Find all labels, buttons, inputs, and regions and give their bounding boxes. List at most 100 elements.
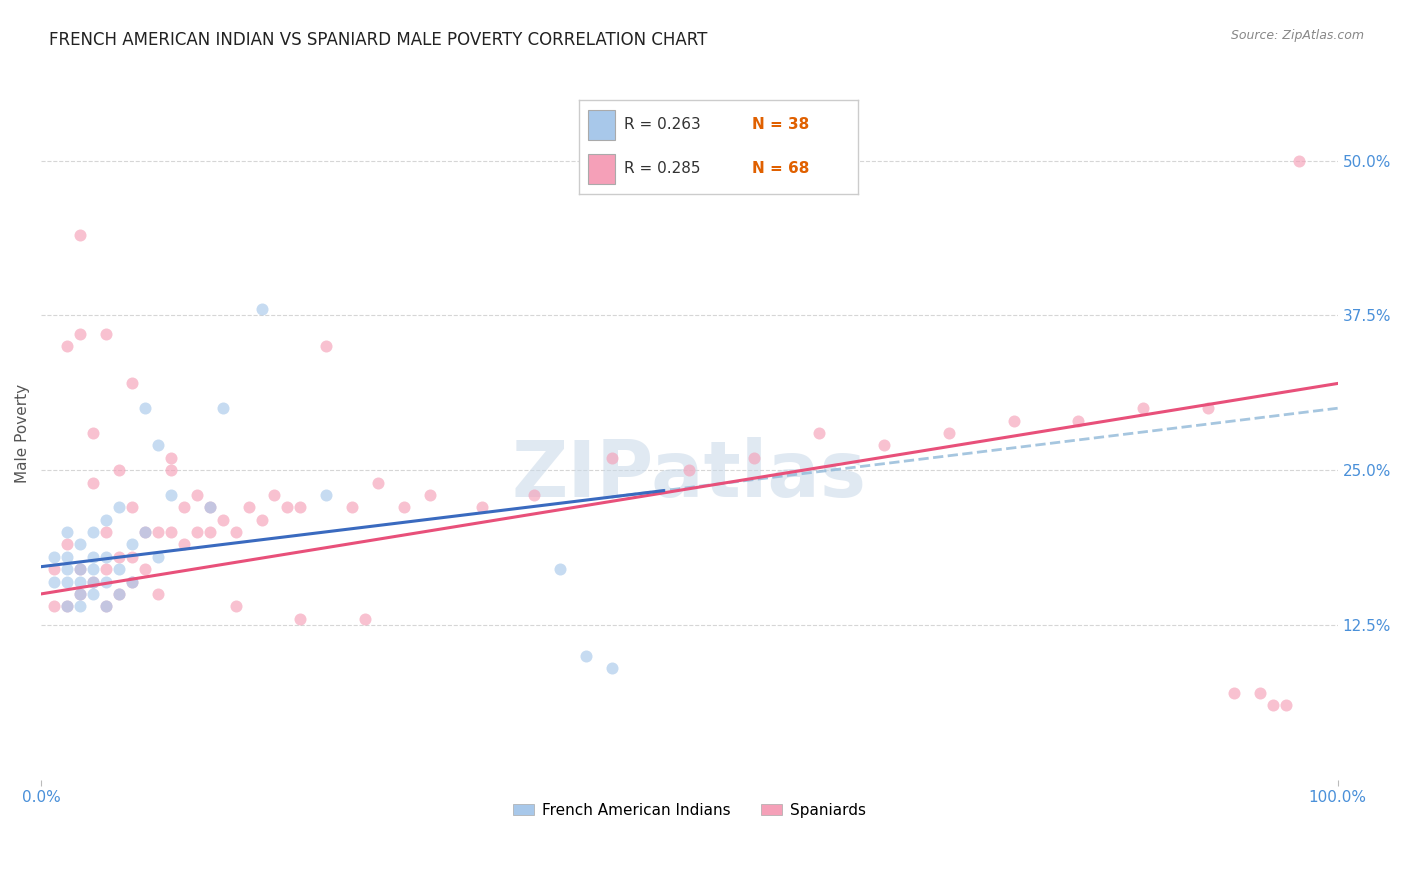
Point bbox=[159, 524, 181, 539]
Point bbox=[146, 438, 169, 452]
Point bbox=[742, 450, 765, 465]
Point bbox=[575, 648, 598, 663]
Point bbox=[548, 562, 571, 576]
Point bbox=[276, 500, 298, 515]
Point bbox=[600, 450, 623, 465]
Point bbox=[69, 587, 91, 601]
Point bbox=[225, 524, 247, 539]
Point bbox=[146, 549, 169, 564]
Point bbox=[56, 574, 79, 589]
Point bbox=[1261, 698, 1284, 713]
Point bbox=[69, 599, 91, 614]
Point bbox=[211, 513, 233, 527]
Point bbox=[69, 562, 91, 576]
Point bbox=[146, 587, 169, 601]
Point bbox=[82, 549, 104, 564]
Point bbox=[198, 500, 221, 515]
Legend: French American Indians, Spaniards: French American Indians, Spaniards bbox=[506, 797, 872, 824]
Point bbox=[238, 500, 260, 515]
Point bbox=[290, 500, 312, 515]
Point bbox=[56, 599, 79, 614]
Point bbox=[82, 574, 104, 589]
Point bbox=[1197, 401, 1219, 416]
Point bbox=[315, 339, 337, 353]
Text: ZIPatlas: ZIPatlas bbox=[512, 436, 868, 513]
Point bbox=[159, 450, 181, 465]
Point bbox=[121, 376, 143, 391]
Point bbox=[56, 549, 79, 564]
Point bbox=[186, 488, 208, 502]
Point bbox=[146, 524, 169, 539]
Point bbox=[159, 463, 181, 477]
Point bbox=[419, 488, 441, 502]
Point bbox=[69, 587, 91, 601]
Point bbox=[94, 549, 117, 564]
Point bbox=[250, 513, 273, 527]
Point bbox=[121, 537, 143, 551]
Point bbox=[69, 326, 91, 341]
Point bbox=[82, 425, 104, 440]
Point bbox=[471, 500, 494, 515]
Point bbox=[121, 500, 143, 515]
Point bbox=[94, 562, 117, 576]
Point bbox=[315, 488, 337, 502]
Point bbox=[94, 326, 117, 341]
Point bbox=[56, 562, 79, 576]
Point bbox=[56, 599, 79, 614]
Point bbox=[42, 562, 65, 576]
Point bbox=[108, 549, 131, 564]
Point bbox=[42, 574, 65, 589]
Point bbox=[94, 574, 117, 589]
Point bbox=[1288, 153, 1310, 168]
Point bbox=[523, 488, 546, 502]
Point bbox=[134, 524, 156, 539]
Point bbox=[56, 524, 79, 539]
Point bbox=[873, 438, 896, 452]
Point bbox=[82, 562, 104, 576]
Point bbox=[1132, 401, 1154, 416]
Point bbox=[82, 475, 104, 490]
Point bbox=[56, 339, 79, 353]
Point bbox=[225, 599, 247, 614]
Point bbox=[108, 562, 131, 576]
Point bbox=[354, 612, 377, 626]
Point bbox=[198, 524, 221, 539]
Point bbox=[173, 500, 195, 515]
Point bbox=[290, 612, 312, 626]
Point bbox=[1274, 698, 1296, 713]
Point bbox=[108, 587, 131, 601]
Point bbox=[42, 599, 65, 614]
Point bbox=[198, 500, 221, 515]
Point bbox=[600, 661, 623, 675]
Point bbox=[82, 574, 104, 589]
Point bbox=[94, 599, 117, 614]
Point bbox=[94, 513, 117, 527]
Point bbox=[250, 302, 273, 317]
Point bbox=[69, 537, 91, 551]
Point bbox=[94, 599, 117, 614]
Point bbox=[134, 401, 156, 416]
Point bbox=[186, 524, 208, 539]
Point bbox=[1002, 414, 1025, 428]
Text: FRENCH AMERICAN INDIAN VS SPANIARD MALE POVERTY CORRELATION CHART: FRENCH AMERICAN INDIAN VS SPANIARD MALE … bbox=[49, 31, 707, 49]
Point bbox=[121, 574, 143, 589]
Point bbox=[108, 463, 131, 477]
Point bbox=[108, 500, 131, 515]
Point bbox=[94, 524, 117, 539]
Point bbox=[1249, 686, 1271, 700]
Point bbox=[938, 425, 960, 440]
Point bbox=[69, 562, 91, 576]
Point bbox=[108, 587, 131, 601]
Point bbox=[342, 500, 364, 515]
Point bbox=[56, 537, 79, 551]
Point bbox=[121, 549, 143, 564]
Point bbox=[367, 475, 389, 490]
Point bbox=[134, 562, 156, 576]
Point bbox=[121, 574, 143, 589]
Point bbox=[134, 524, 156, 539]
Point bbox=[392, 500, 415, 515]
Point bbox=[678, 463, 700, 477]
Point bbox=[211, 401, 233, 416]
Point bbox=[82, 524, 104, 539]
Point bbox=[808, 425, 831, 440]
